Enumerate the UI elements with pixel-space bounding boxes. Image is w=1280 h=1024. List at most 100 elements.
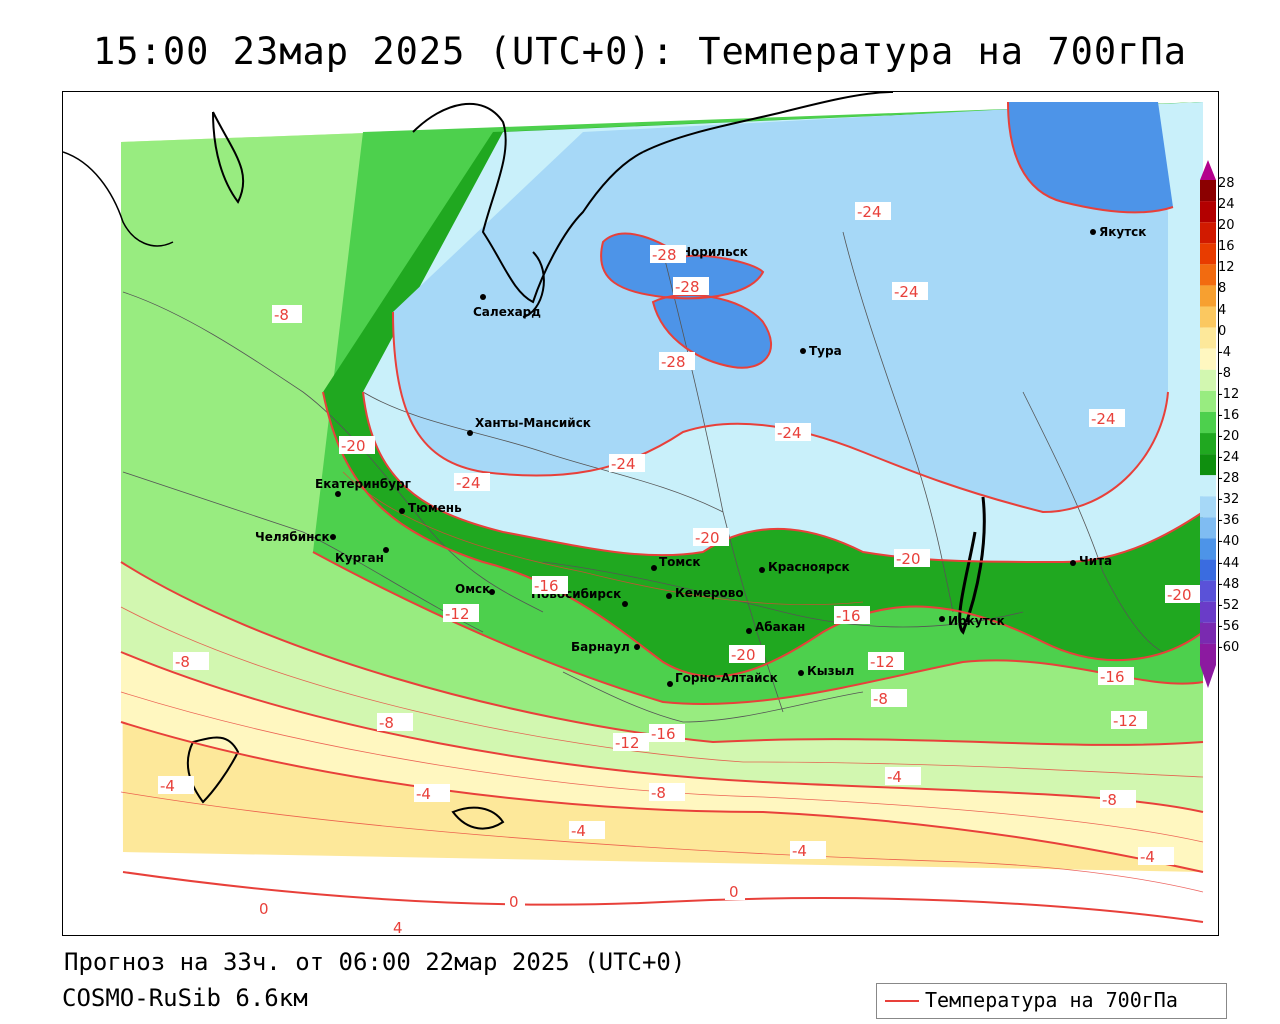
scale-tick-label: -36 [1218,513,1240,529]
iso-label: -12 [870,653,895,671]
city-label: Челябинск [255,530,330,544]
iso-label: 4 [393,919,403,935]
isotherm-labels: -28 -28 -28 -24 -24 -24 -24 -24 -24 -20 … [158,202,1201,935]
forecast-note: Прогноз на 33ч. от 06:00 22мар 2025 (UTC… [64,948,686,976]
scale-tick-label: -8 [1218,365,1231,381]
scale-top-arrow [1200,160,1216,180]
scale-cell [1200,390,1216,412]
scale-tick-label: -28 [1218,471,1240,487]
city-label: Тура [809,344,842,358]
scale-cell [1200,222,1216,244]
iso-label: 0 [509,893,519,911]
scale-cell [1200,622,1216,644]
iso-label: -8 [274,306,289,324]
model-name: COSMO-RuSib 6.6км [62,984,308,1012]
iso-label: -8 [1102,791,1117,809]
iso-label: -24 [1091,410,1116,428]
scale-tick-label: 24 [1218,197,1235,213]
scale-tick-label: 16 [1218,239,1235,255]
scale-tick-label: 20 [1218,218,1235,234]
scale-bottom-arrow [1200,665,1216,688]
scale-tick-label: -12 [1218,386,1240,402]
city-label: Норильск [681,245,748,259]
iso-label: -20 [1167,586,1192,604]
scale-cell [1200,243,1216,265]
iso-label: -24 [611,455,636,473]
city-label: Кызыл [807,664,854,678]
city-label: Томск [659,555,701,569]
iso-label: -24 [857,203,882,221]
iso-label: -12 [615,734,640,752]
iso-label: -16 [534,577,559,595]
iso-label: -20 [695,529,720,547]
scale-tick-label: 0 [1218,323,1227,339]
scale-tick-label: -32 [1218,492,1240,508]
scale-cell [1200,348,1216,370]
iso-label: -28 [661,353,686,371]
legend-box: Температура на 700гПа [876,983,1227,1019]
scale-cell [1200,559,1216,581]
city-markers: Норильск Якутск Салехард Тура Ханты-Манс… [255,225,1146,687]
iso-label: 0 [259,900,269,918]
iso-label: -4 [571,822,586,840]
scale-tick-label: -60 [1218,639,1240,655]
scale-tick-label: -56 [1218,618,1240,634]
scale-cell [1200,454,1216,476]
iso-label: -4 [160,777,175,795]
scale-tick-label: 28 [1218,176,1235,191]
iso-label: -4 [887,768,902,786]
scale-tick-label: -52 [1218,597,1240,613]
city-label: Иркутск [948,614,1005,628]
legend-line-swatch [885,1000,919,1002]
scale-cell [1200,517,1216,539]
iso-label: 0 [729,883,739,901]
scale-cell [1200,538,1216,560]
scale-cell [1200,643,1216,665]
temperature-map: Норильск Якутск Салехард Тура Ханты-Манс… [62,91,1219,936]
scale-tick-label: -44 [1218,555,1240,571]
city-label: Горно-Алтайск [675,671,778,685]
city-label: Абакан [755,620,805,634]
scale-cell [1200,327,1216,349]
iso-label: -24 [777,424,802,442]
iso-label: -24 [456,474,481,492]
scale-tick-label: -20 [1218,429,1240,445]
iso-label: -28 [675,278,700,296]
city-label: Красноярск [768,560,850,574]
iso-label: -16 [836,607,861,625]
scale-cell [1200,496,1216,518]
iso-label: -20 [341,437,366,455]
scale-cell [1200,601,1216,623]
scale-tick-label: 8 [1218,281,1227,297]
iso-label: -28 [652,246,677,264]
iso-label: -8 [873,690,888,708]
iso-label: -8 [651,784,666,802]
iso-label: -4 [416,785,431,803]
scale-cell [1200,369,1216,391]
scale-tick-label: -48 [1218,576,1240,592]
iso-label: -4 [1140,848,1155,866]
scale-cell [1200,411,1216,434]
scale-tick-label: -40 [1218,534,1240,550]
iso-label: -20 [731,646,756,664]
city-label: Салехард [473,305,541,319]
iso-label: -12 [445,605,470,623]
city-label: Кемерово [675,586,744,600]
scale-cell [1200,475,1216,497]
iso-label: -16 [1100,668,1125,686]
scale-tick-label: -4 [1218,344,1231,360]
scale-cell [1200,306,1216,328]
scale-cell [1200,433,1216,455]
scale-tick-label: 4 [1218,302,1227,318]
map-canvas: Норильск Якутск Салехард Тура Ханты-Манс… [63,92,1218,935]
scale-tick-label: 12 [1218,260,1235,276]
scale-cell [1200,580,1216,602]
city-label: Екатеринбург [315,477,411,491]
iso-label: -4 [792,842,807,860]
city-label: Курган [335,551,384,565]
scale-tick-label: -24 [1218,450,1240,466]
scale-cell [1200,201,1216,223]
iso-label: -12 [1113,712,1138,730]
city-label: Барнаул [571,640,630,654]
city-label: Якутск [1099,225,1146,239]
